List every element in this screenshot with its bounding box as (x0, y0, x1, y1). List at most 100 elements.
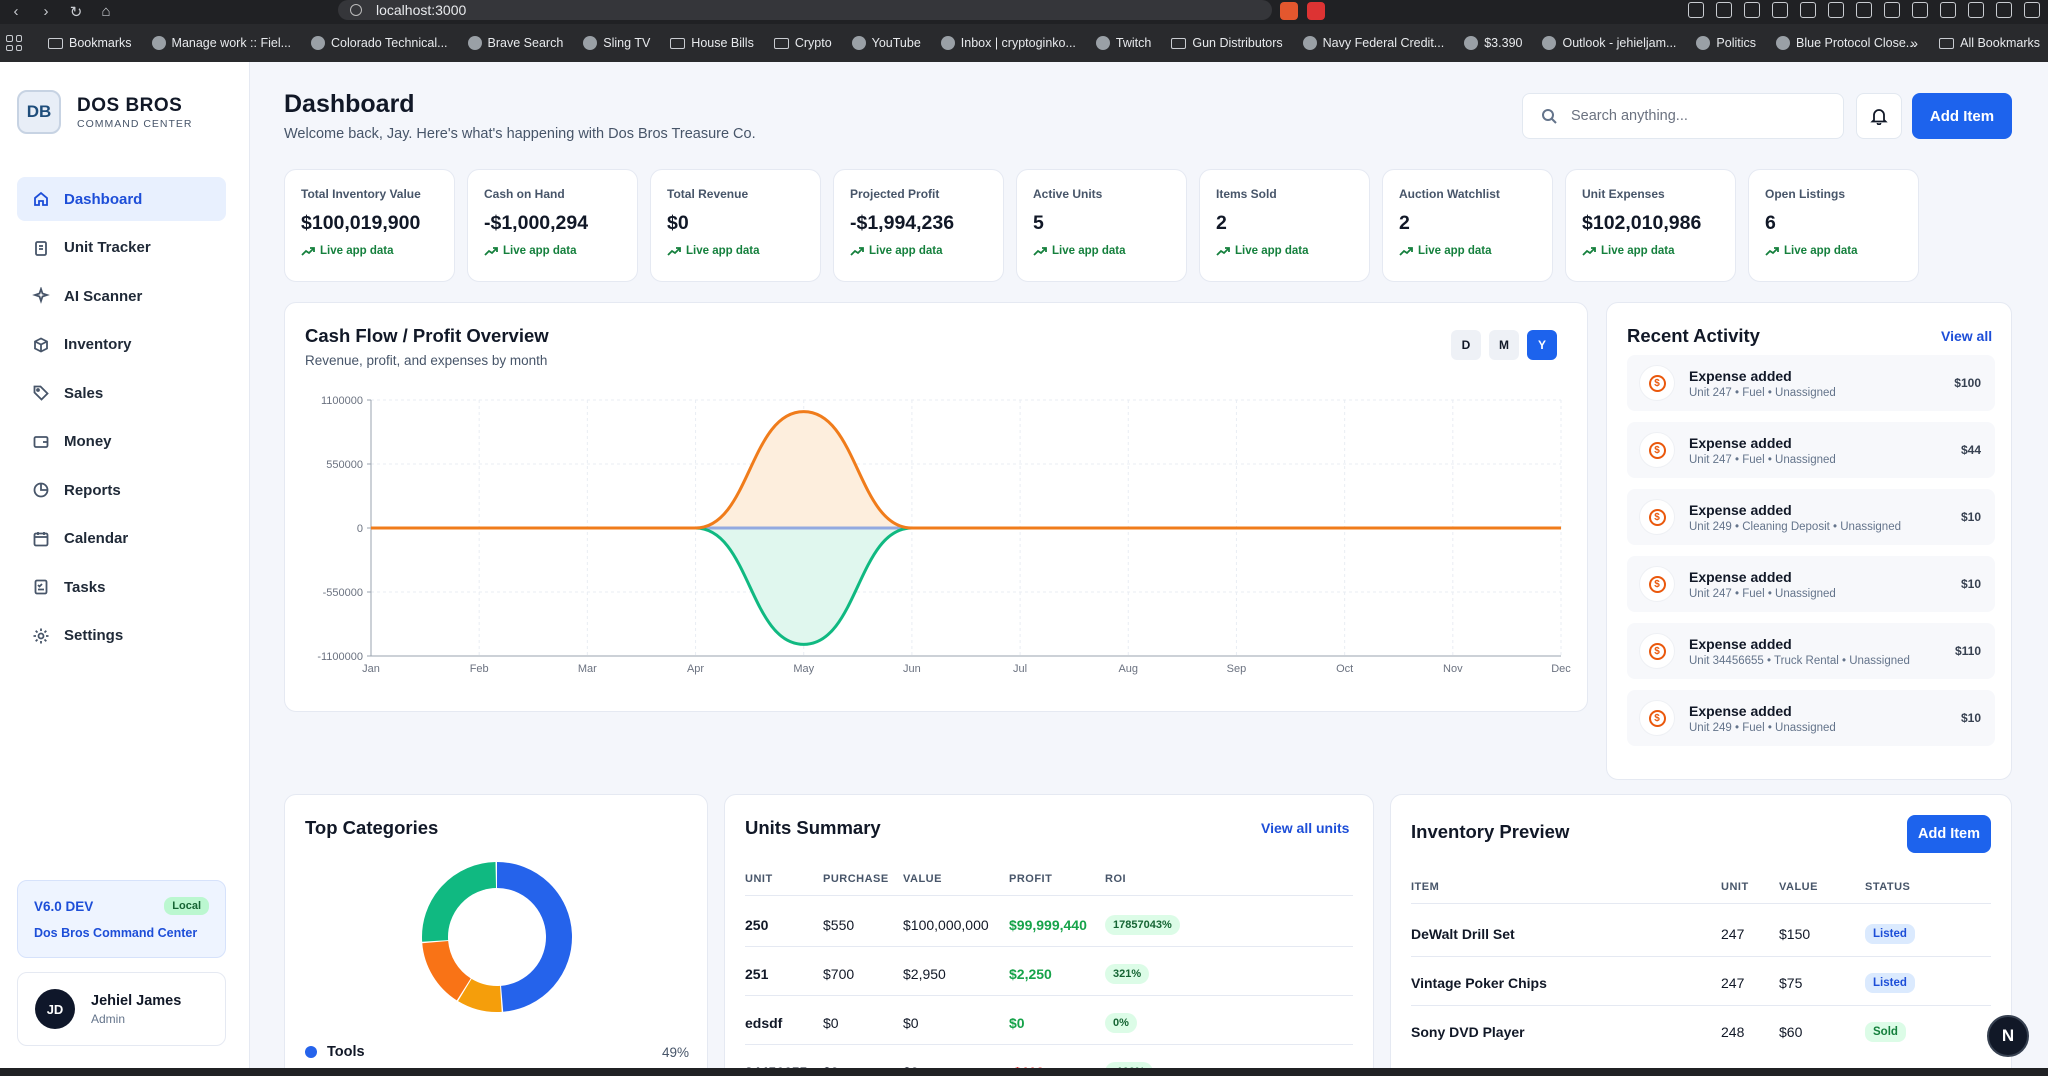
sidebar-item-inventory[interactable]: Inventory (17, 323, 226, 367)
sidebar-item-sales[interactable]: Sales (17, 371, 226, 415)
stat-card[interactable]: Cash on Hand -$1,000,294 Live app data (467, 169, 638, 282)
activity-item[interactable]: $ Expense added Unit 247 • Fuel • Unassign… (1627, 556, 1995, 612)
bookmark-label: Politics (1716, 36, 1756, 50)
home-icon[interactable]: ⌂ (101, 3, 111, 20)
bookmark-item[interactable]: Colorado Technical... (311, 36, 448, 50)
activity-item[interactable]: $ Expense added Unit 247 • Fuel • Unassign… (1627, 355, 1995, 411)
extension-icon[interactable] (1772, 2, 1788, 18)
bookmark-item[interactable]: Politics (1696, 36, 1756, 50)
sidebar-item-unit-tracker[interactable]: Unit Tracker (17, 226, 226, 270)
bookmark-item[interactable]: $3.390 (1464, 36, 1522, 50)
sidebar-item-tasks[interactable]: Tasks (17, 565, 226, 609)
stat-card[interactable]: Total Inventory Value $100,019,900 Live ap… (284, 169, 455, 282)
bookmark-item[interactable]: Bookmarks (48, 36, 132, 50)
sidebar-item-dashboard[interactable]: Dashboard (17, 177, 226, 221)
stat-card[interactable]: Total Revenue $0 Live app data (650, 169, 821, 282)
search-input[interactable] (1571, 108, 1831, 124)
toggle-day[interactable]: D (1451, 330, 1481, 360)
sidebar-item-reports[interactable]: Reports (17, 468, 226, 512)
add-item-button[interactable]: Add Item (1912, 93, 2012, 139)
extension-icon[interactable] (1744, 2, 1760, 18)
bookmark-item[interactable]: Outlook - jehieljam... (1542, 36, 1676, 50)
inventory-add-item-button[interactable]: Add Item (1907, 815, 1991, 853)
sidebar-item-ai-scanner[interactable]: AI Scanner (17, 274, 226, 318)
bookmark-item[interactable]: YouTube (851, 36, 921, 50)
brave-rewards-icon[interactable] (1307, 2, 1325, 20)
bookmark-item[interactable]: Inbox | cryptoginko... (940, 36, 1076, 50)
app: DB DOS BROS COMMAND CENTER Dashboard Unit… (0, 62, 2048, 1076)
bookmarks-bar: Bookmarks Manage work :: Fiel... Colorado … (0, 24, 2048, 62)
activity-item[interactable]: $ Expense added Unit 249 • Cleaning Deposi… (1627, 489, 1995, 545)
menu-icon[interactable] (2024, 2, 2040, 18)
stat-card[interactable]: Open Listings 6 Live app data (1748, 169, 1919, 282)
donut-slice[interactable] (422, 940, 472, 1001)
trend-up-icon (484, 247, 498, 256)
brave-shield-icon[interactable] (1280, 2, 1298, 20)
stat-card[interactable]: Active Units 5 Live app data (1016, 169, 1187, 282)
user-card[interactable]: JD Jehiel James Admin (17, 972, 226, 1046)
download-icon[interactable] (1940, 2, 1956, 18)
extension-icon[interactable] (1688, 2, 1704, 18)
stat-card[interactable]: Unit Expenses $102,010,986 Live app data (1565, 169, 1736, 282)
donut-slice[interactable] (496, 862, 572, 1012)
sidebar-icon[interactable] (1968, 2, 1984, 18)
extension-icon[interactable] (1856, 2, 1872, 18)
floating-action-button[interactable]: N (1987, 1015, 2029, 1057)
site-favicon-icon (151, 36, 166, 50)
toggle-month[interactable]: M (1489, 330, 1519, 360)
view-all-units-link[interactable]: View all units (1261, 820, 1350, 836)
activity-item[interactable]: $ Expense added Unit 247 • Fuel • Unassign… (1627, 422, 1995, 478)
inventory-cell-item: Vintage Poker Chips (1411, 975, 1547, 991)
stat-card[interactable]: Projected Profit -$1,994,236 Live app data (833, 169, 1004, 282)
bookmark-item[interactable]: Gun Distributors (1171, 36, 1283, 50)
bookmark-item[interactable]: Brave Search (467, 36, 564, 50)
status-badge: Sold (1865, 1022, 1906, 1042)
series-area-0 (371, 411, 1561, 528)
bookmarks-overflow-button[interactable]: » (1910, 35, 1918, 51)
toggle-year[interactable]: Y (1527, 330, 1557, 360)
donut-slice[interactable] (422, 862, 497, 942)
extension-icon[interactable] (1828, 2, 1844, 18)
bookmark-item[interactable]: Twitch (1095, 36, 1151, 50)
activity-item[interactable]: $ Expense added Unit 34456655 • Truck Rent… (1627, 623, 1995, 679)
extension-icon[interactable] (1800, 2, 1816, 18)
view-all-activity-link[interactable]: View all (1941, 328, 1993, 344)
search-box[interactable] (1522, 93, 1844, 139)
user-role: Admin (91, 1011, 126, 1026)
donut-slice[interactable] (458, 978, 502, 1012)
bookmark-label: Brave Search (487, 36, 564, 50)
extension-icon[interactable] (1884, 2, 1900, 18)
stat-card[interactable]: Auction Watchlist 2 Live app data (1382, 169, 1553, 282)
inventory-cell-item: Sony DVD Player (1411, 1024, 1525, 1040)
bookmark-item[interactable]: House Bills (670, 36, 754, 50)
bookmark-item[interactable]: Sling TV (583, 36, 650, 50)
sidebar-item-calendar[interactable]: Calendar (17, 517, 226, 561)
notifications-button[interactable] (1856, 93, 1902, 139)
extension-icon[interactable] (1716, 2, 1732, 18)
bookmark-item[interactable]: Crypto (773, 36, 832, 50)
bookmark-label: House Bills (691, 36, 754, 50)
bookmark-item[interactable]: Manage work :: Fiel... (151, 36, 291, 50)
puzzle-icon[interactable] (1912, 2, 1928, 18)
wallet-icon[interactable] (1996, 2, 2012, 18)
browser-nav: ‹ › ↻ ⌂ (0, 3, 320, 21)
stat-card[interactable]: Items Sold 2 Live app data (1199, 169, 1370, 282)
dollar-icon: $ (1639, 365, 1675, 401)
back-icon[interactable]: ‹ (13, 3, 19, 20)
reload-icon[interactable]: ↻ (69, 4, 83, 21)
sidebar-item-money[interactable]: Money (17, 420, 226, 464)
bookmark-item[interactable]: Blue Protocol Close... (1776, 36, 1916, 50)
activity-item[interactable]: $ Expense added Unit 249 • Fuel • Unassign… (1627, 690, 1995, 746)
inventory-cell-value: $150 (1779, 926, 1811, 942)
activity-detail: Unit 249 • Cleaning Deposit • Unassigned (1689, 520, 1901, 533)
apps-grid-icon[interactable] (6, 35, 22, 51)
address-bar[interactable]: localhost:3000 (338, 0, 1272, 20)
all-bookmarks-button[interactable]: All Bookmarks (1939, 36, 2040, 50)
site-info-icon[interactable] (350, 4, 362, 16)
bookmark-item[interactable]: Navy Federal Credit... (1302, 36, 1444, 50)
logo[interactable]: DB DOS BROS COMMAND CENTER (17, 90, 193, 134)
sidebar-item-label: Dashboard (64, 190, 143, 208)
forward-icon[interactable]: › (43, 3, 49, 20)
sidebar-item-settings[interactable]: Settings (17, 614, 226, 658)
wallet-icon (32, 433, 50, 451)
